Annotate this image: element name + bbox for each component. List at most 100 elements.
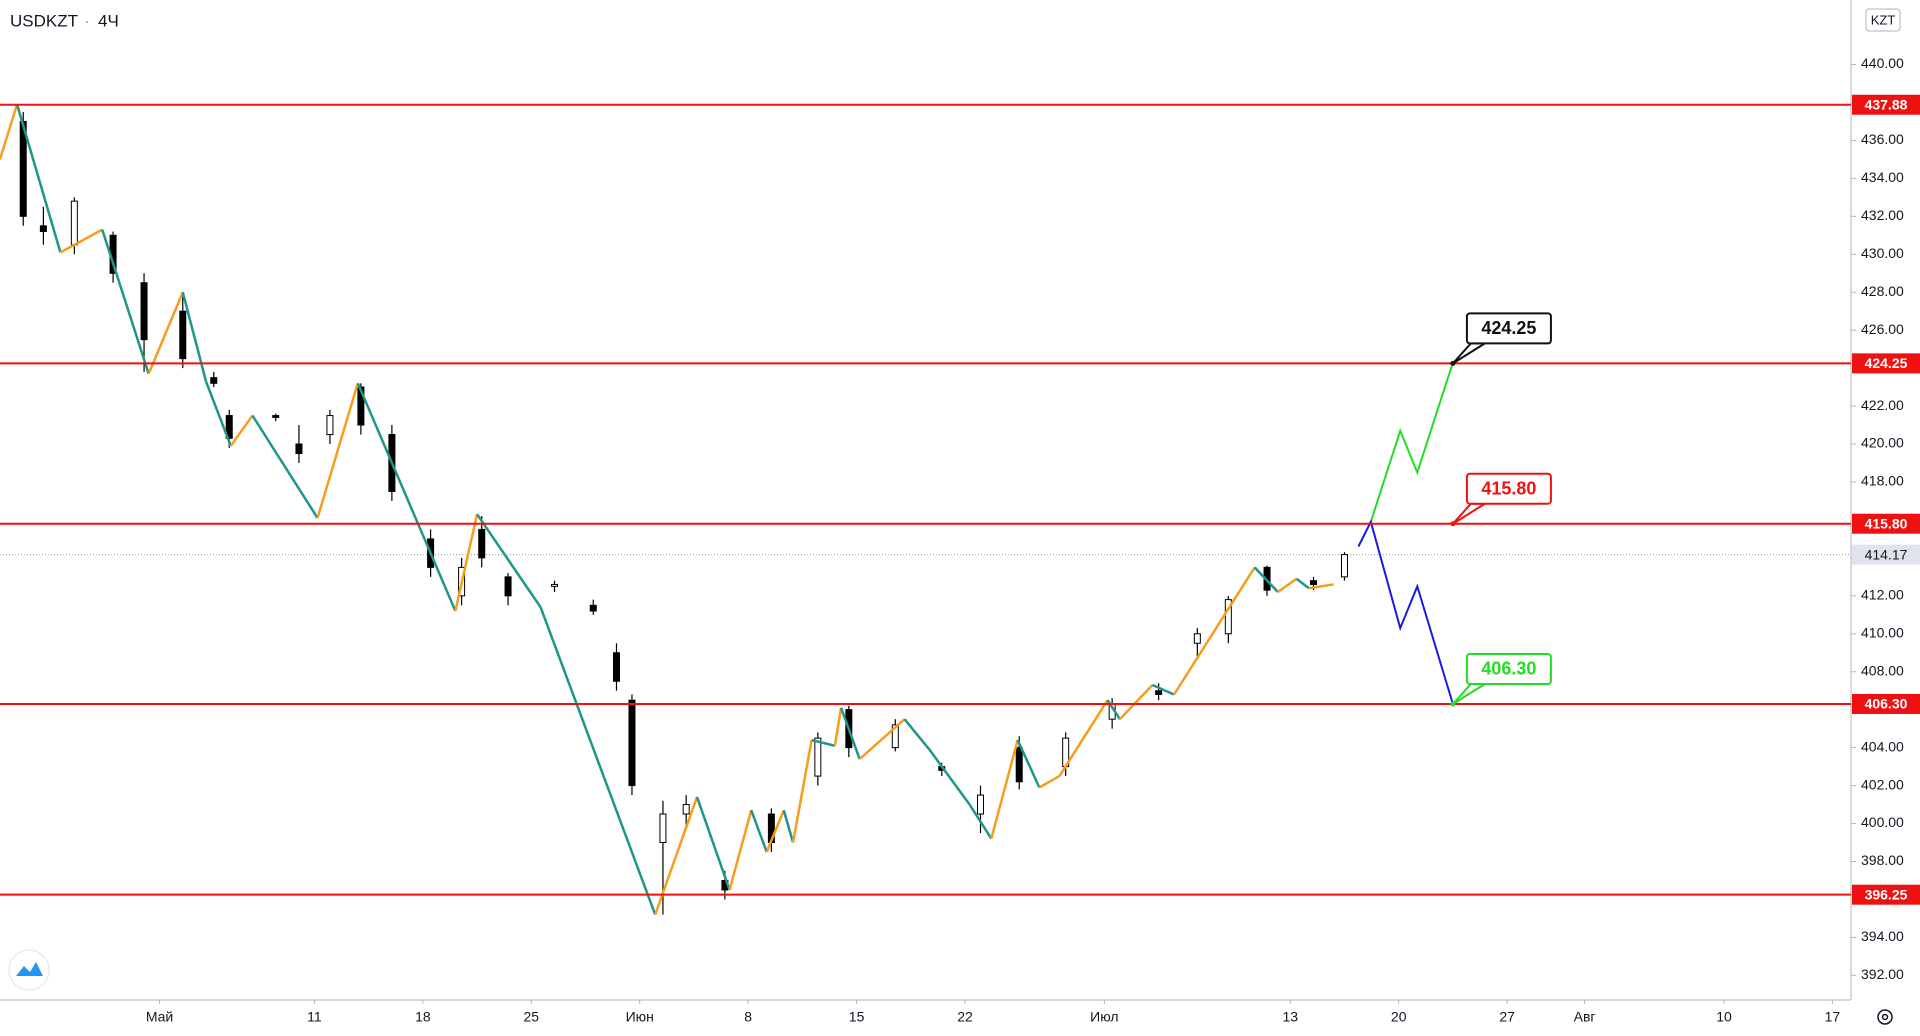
y-tick-label: 402.00: [1861, 776, 1904, 792]
symbol: USDKZT: [10, 11, 78, 30]
callout-box: [1465, 472, 1552, 505]
level-label: 424.25: [1865, 355, 1908, 371]
candle-body: [814, 737, 822, 777]
zigzag-segment: [147, 291, 184, 375]
candle-body: [1340, 554, 1348, 578]
candle-body: [140, 282, 148, 341]
callout-box: [1465, 652, 1552, 685]
x-tick-label: 27: [1499, 1009, 1515, 1025]
x-tick-label: 13: [1282, 1009, 1298, 1025]
candle-body: [179, 310, 187, 360]
y-tick-label: 440.00: [1861, 55, 1904, 71]
separator: ·: [84, 11, 90, 30]
y-tick-label: 428.00: [1861, 283, 1904, 299]
last-price-label: 414.17: [1865, 546, 1908, 562]
zigzag-segment: [833, 707, 843, 746]
callout-label: 424.25: [1481, 318, 1536, 338]
y-tick-label: 408.00: [1861, 662, 1904, 678]
settings-icon[interactable]: [1877, 1009, 1893, 1025]
y-tick-label: 436.00: [1861, 131, 1904, 147]
zigzag-segment: [750, 809, 768, 853]
zigzag-segment: [251, 414, 319, 519]
candle-body: [70, 200, 78, 246]
zigzag-segment: [782, 809, 795, 843]
zigzag-segment: [1295, 577, 1310, 590]
zigzag-segment: [1058, 699, 1109, 777]
zigzag-segment: [765, 809, 785, 853]
y-tick-label: 404.00: [1861, 738, 1904, 754]
x-tick-label: 22: [957, 1009, 973, 1025]
x-tick-label: 10: [1716, 1009, 1732, 1025]
x-tick-label: Авг: [1574, 1009, 1596, 1025]
callout-anchor: [1450, 360, 1456, 366]
callout-box: [1465, 312, 1552, 345]
y-tick-label: 394.00: [1861, 928, 1904, 944]
projection-path: [1357, 519, 1454, 705]
zigzag-segment: [59, 228, 103, 254]
currency-box[interactable]: [1865, 8, 1901, 32]
zigzag-segment: [1277, 577, 1298, 594]
zigzag-segment: [839, 707, 861, 760]
level-label: 437.88: [1865, 96, 1908, 112]
x-tick-label: 8: [744, 1009, 752, 1025]
level-label: 415.80: [1865, 515, 1908, 531]
y-tick-label: 422.00: [1861, 397, 1904, 413]
zigzag-segment: [928, 748, 971, 806]
y-tick-label: 418.00: [1861, 473, 1904, 489]
candle-body: [504, 576, 512, 597]
candle-body: [1155, 690, 1163, 695]
candle-body: [1193, 633, 1201, 644]
zigzag-segment: [1118, 684, 1154, 721]
zigzag-segment: [454, 513, 479, 612]
candle-body: [659, 813, 667, 844]
y-tick-label: 430.00: [1861, 245, 1904, 261]
zigzag-segment: [1016, 739, 1041, 788]
x-tick-label: 25: [524, 1009, 540, 1025]
level-label-box: [1852, 513, 1920, 534]
zigzag-segment: [695, 796, 731, 891]
zigzag-segment: [1151, 683, 1175, 696]
zigzag-segment: [990, 739, 1019, 840]
candle-body: [357, 386, 365, 426]
zigzag-segment: [101, 229, 150, 375]
candle-body: [1015, 747, 1023, 783]
x-tick-label: Июл: [1090, 1009, 1118, 1025]
logo[interactable]: [8, 949, 50, 991]
currency[interactable]: KZT: [1871, 12, 1896, 27]
callout-label: 415.80: [1481, 478, 1536, 498]
x-tick-label: Июн: [626, 1009, 654, 1025]
candle-body: [1224, 599, 1232, 635]
y-tick-label: 412.00: [1861, 587, 1904, 603]
zigzag-segment: [1253, 566, 1279, 593]
zigzag-segment: [1038, 775, 1061, 789]
candle-body: [272, 415, 280, 418]
candle-body: [891, 724, 899, 749]
candle-body: [478, 528, 486, 559]
x-tick-label: 17: [1825, 1009, 1841, 1025]
level-label: 396.25: [1865, 886, 1908, 902]
zigzag-segment: [539, 606, 657, 916]
last-price-box: [1852, 544, 1920, 565]
zigzag-segment: [316, 382, 360, 519]
zigzag-segment: [229, 414, 254, 447]
x-tick-label: 11: [307, 1009, 322, 1025]
x-tick-label: Май: [146, 1009, 173, 1025]
y-tick-label: 426.00: [1861, 321, 1904, 337]
level-label-box: [1852, 94, 1920, 115]
zigzag-segment: [476, 513, 542, 608]
projection-path: [1369, 362, 1454, 523]
level-label-box: [1852, 884, 1920, 905]
candle-body: [976, 794, 984, 815]
y-tick-label: 398.00: [1861, 852, 1904, 868]
candle-body: [295, 443, 303, 455]
callout-anchor: [1450, 521, 1456, 527]
zigzag-segment: [0, 103, 19, 160]
y-tick-label: 400.00: [1861, 814, 1904, 830]
x-tick-label: 20: [1391, 1009, 1407, 1025]
zigzag-segment: [1173, 566, 1256, 696]
interval: 4Ч: [98, 11, 119, 30]
zigzag-segment: [903, 718, 931, 751]
